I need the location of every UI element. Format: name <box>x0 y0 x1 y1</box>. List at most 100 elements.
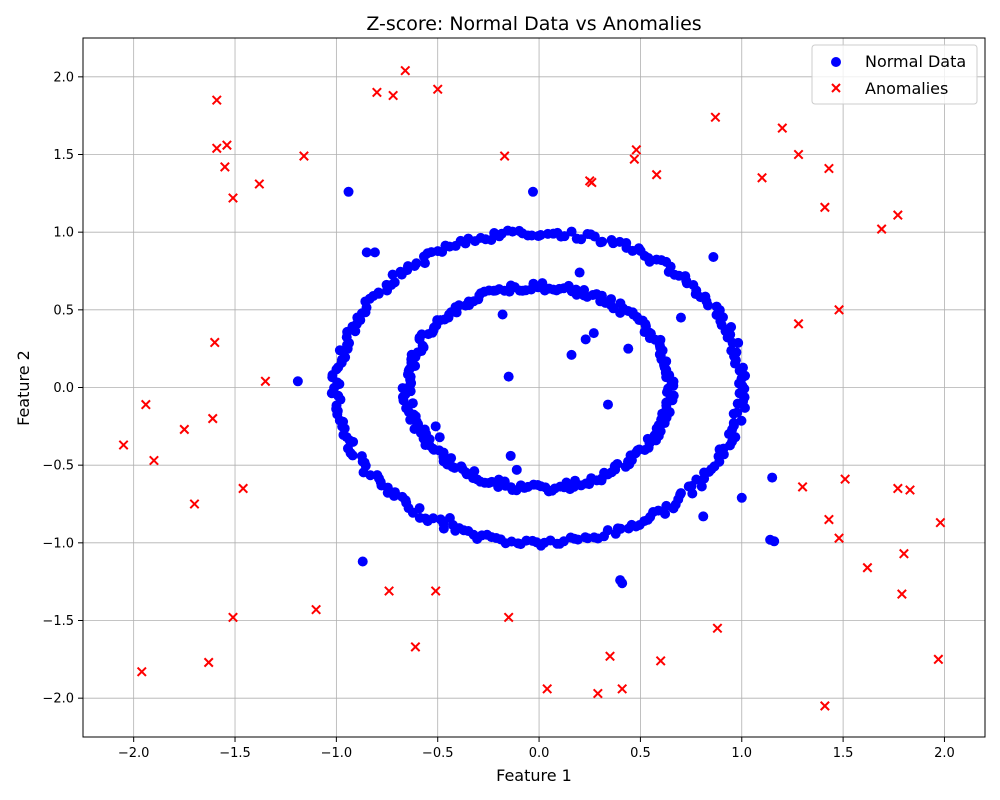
x-axis-label: Feature 1 <box>496 766 572 785</box>
normal-data-point <box>602 525 613 536</box>
anomaly-point <box>935 517 946 528</box>
normal-data-point <box>726 322 737 333</box>
anomaly-point <box>797 482 808 492</box>
normal-data-point <box>711 301 722 312</box>
legend-marker-anomalies <box>831 83 841 93</box>
anomaly-point <box>118 440 129 450</box>
normal-data-point <box>334 345 345 356</box>
normal-data-point <box>566 226 577 237</box>
legend-box <box>811 44 978 105</box>
normal-data-point <box>574 267 585 278</box>
normal-data-point <box>708 252 719 263</box>
x-tick-label: 1.0 <box>731 746 752 761</box>
normal-data-point <box>579 284 590 295</box>
normal-data-point <box>623 343 634 354</box>
y-tick-label: 0.5 <box>53 303 74 318</box>
normal-data-point <box>342 343 353 354</box>
anomaly-point <box>542 683 553 694</box>
anomaly-point <box>400 65 411 76</box>
x-tick-label: 2.0 <box>934 746 955 761</box>
normal-data-point <box>347 450 358 461</box>
anomaly-point <box>712 623 723 634</box>
anomaly-point <box>228 612 238 623</box>
normal-data-point <box>389 490 400 501</box>
normal-data-point <box>511 464 522 475</box>
x-tick-label: 1.5 <box>833 746 854 761</box>
anomaly-point <box>834 304 844 315</box>
normal-data-point <box>726 345 737 356</box>
normal-data-point <box>566 349 577 360</box>
normal-data-point <box>736 492 747 503</box>
anomaly-point <box>629 154 640 165</box>
normal-data-point <box>428 513 439 524</box>
anomaly-point <box>136 666 147 677</box>
normal-data-point <box>736 415 747 426</box>
normal-data-point <box>696 481 707 492</box>
normal-data-point <box>767 472 778 483</box>
normal-data-point <box>602 399 613 410</box>
anomaly-point <box>933 654 944 665</box>
chart-title: Z-score: Normal Data vs Anomalies <box>366 13 701 35</box>
anomaly-point <box>238 483 249 494</box>
normal-data-point <box>606 234 617 245</box>
anomaly-point <box>892 210 903 220</box>
anomaly-point <box>862 562 873 573</box>
anomaly-point <box>824 163 834 174</box>
normal-data-point <box>387 269 398 280</box>
normal-data-point <box>350 326 361 337</box>
normal-data-point <box>660 508 671 519</box>
anomaly-point <box>586 177 597 188</box>
anomaly-point <box>260 376 271 387</box>
normal-data-point <box>382 285 393 296</box>
anomaly-point <box>372 87 382 98</box>
normal-data-point <box>588 328 599 339</box>
normal-data-point <box>698 511 709 522</box>
normal-data-point <box>292 376 303 387</box>
legend-marker-normal-data <box>831 57 841 67</box>
normal-data-point <box>732 407 743 418</box>
y-tick-label: −1.0 <box>42 536 74 551</box>
anomaly-point <box>631 144 642 155</box>
anomaly-point <box>819 701 830 711</box>
anomaly-point <box>388 90 399 101</box>
normal-data-point <box>617 578 628 589</box>
anomaly-point <box>384 586 394 596</box>
x-tick-label: 0.5 <box>630 746 651 761</box>
normal-data-point <box>580 334 591 345</box>
normal-data-point <box>728 418 739 429</box>
anomaly-point <box>149 455 159 466</box>
y-axis-ticks: −2.0 −1.5 −1.0 −0.5 0.0 0.5 1.0 1.5 2.0 <box>42 70 83 707</box>
anomaly-point <box>710 112 721 123</box>
anomaly-point <box>430 586 441 596</box>
normal-data-point <box>419 258 430 269</box>
anomaly-point <box>189 499 200 509</box>
anomaly-point <box>207 413 218 424</box>
normal-data-point <box>691 474 702 485</box>
anomaly-point <box>499 151 510 161</box>
normal-data-point <box>396 269 407 280</box>
normal-data-point <box>675 312 686 323</box>
y-tick-label: 2.0 <box>53 70 74 85</box>
normal-data-point <box>675 488 686 499</box>
series-normal-data <box>292 186 780 589</box>
x-tick-label: −1.5 <box>219 746 251 761</box>
grid-lines <box>83 38 985 737</box>
anomaly-point <box>410 641 421 652</box>
anomaly-point <box>757 172 767 183</box>
anomaly-point <box>793 318 804 329</box>
normal-data-point <box>505 450 516 461</box>
series-anomalies <box>118 65 946 711</box>
anomaly-point <box>179 424 190 435</box>
normal-data-point <box>357 556 368 567</box>
normal-data-point <box>571 233 582 244</box>
normal-data-point <box>434 432 445 443</box>
normal-data-point <box>612 458 623 469</box>
anomaly-point <box>655 655 666 666</box>
plot-points <box>118 65 946 711</box>
y-tick-label: −0.5 <box>42 459 74 474</box>
x-tick-label: −1.0 <box>321 746 353 761</box>
normal-data-point <box>444 512 455 523</box>
normal-data-point <box>430 421 441 432</box>
anomaly-point <box>605 651 615 662</box>
